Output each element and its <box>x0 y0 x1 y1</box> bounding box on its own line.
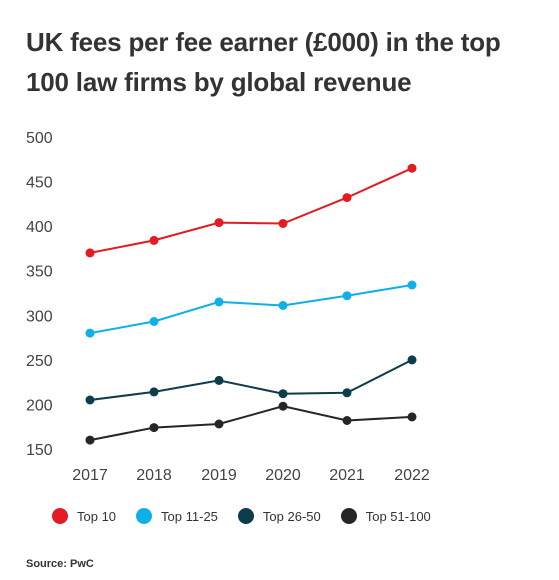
legend-item: Top 26-50 <box>237 508 321 524</box>
legend: Top 10 Top 11-25 Top 26-50 Top 51-100 <box>52 508 451 524</box>
y-tick-label: 300 <box>26 308 53 325</box>
x-tick-label: 2021 <box>329 467 365 484</box>
data-point <box>407 355 417 365</box>
legend-swatch <box>340 508 357 524</box>
legend-item: Top 11-25 <box>136 508 218 524</box>
data-point <box>278 401 288 411</box>
y-tick-label: 150 <box>26 442 53 459</box>
source-note: Source: PwC <box>26 558 94 570</box>
y-tick-label: 400 <box>26 219 53 236</box>
data-point <box>407 280 417 290</box>
data-point <box>85 435 95 445</box>
series-line <box>89 405 413 442</box>
x-tick-label: 2019 <box>201 467 237 484</box>
legend-label: Top 51-100 <box>365 508 431 524</box>
legend-swatch <box>52 508 68 524</box>
series-line <box>89 284 413 335</box>
y-tick-label: 450 <box>26 175 53 192</box>
series-layer <box>85 163 417 445</box>
data-point <box>149 235 159 245</box>
data-point <box>214 297 224 307</box>
data-point <box>85 395 95 405</box>
series-top-11-25 <box>85 280 417 338</box>
y-axis: 500 450 400 350 300 250 200 150 <box>26 130 53 459</box>
legend-label: Top 10 <box>77 508 117 524</box>
data-point <box>149 387 159 397</box>
y-tick-label: 500 <box>26 130 53 147</box>
series-top-10 <box>85 163 417 258</box>
line-chart: 500 450 400 350 300 250 200 150 2017 2018 2019 202… <box>26 130 430 484</box>
series-top-51-100 <box>85 401 417 445</box>
y-tick-label: 350 <box>26 264 53 281</box>
data-point <box>342 193 352 203</box>
x-tick-label: 2020 <box>265 467 301 484</box>
legend-item: Top 51-100 <box>340 508 431 524</box>
data-point <box>214 419 224 429</box>
series-line <box>89 167 413 254</box>
data-point <box>85 328 95 338</box>
series-top-26-50 <box>85 355 417 405</box>
data-point <box>407 163 417 173</box>
data-point <box>342 416 352 425</box>
legend-swatch <box>237 508 254 524</box>
data-point <box>85 248 95 258</box>
legend-swatch <box>136 508 153 524</box>
data-point <box>214 375 224 385</box>
data-point <box>342 388 352 398</box>
y-tick-label: 250 <box>26 353 53 370</box>
legend-label: Top 26-50 <box>262 508 321 524</box>
x-tick-label: 2017 <box>72 467 108 484</box>
y-tick-label: 200 <box>26 397 53 414</box>
x-axis: 2017 2018 2019 2020 2021 2022 <box>72 467 430 484</box>
x-tick-label: 2022 <box>394 467 430 484</box>
legend-item: Top 10 <box>52 508 116 524</box>
data-point <box>342 291 352 301</box>
data-point <box>278 219 288 228</box>
data-point <box>214 218 224 228</box>
data-point <box>278 389 288 399</box>
data-point <box>149 317 159 326</box>
data-point <box>407 412 417 422</box>
chart-title: UK fees per fee earner (£000) in the top… <box>26 27 501 97</box>
data-point <box>149 423 159 433</box>
legend-label: Top 11-25 <box>161 508 218 524</box>
data-point <box>278 301 288 310</box>
series-line <box>89 359 413 401</box>
x-tick-label: 2018 <box>136 467 172 484</box>
